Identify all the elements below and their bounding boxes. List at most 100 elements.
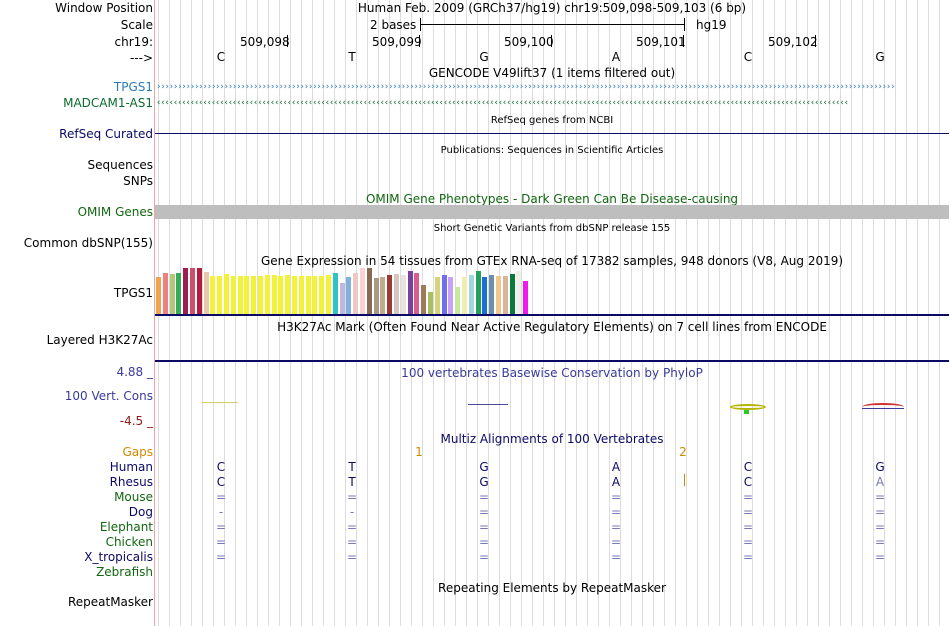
gtex-tissue-bar[interactable] (196, 268, 202, 314)
ruler-tick-label: 509,100 (504, 35, 554, 49)
gtex-tissue-bar[interactable] (176, 273, 182, 314)
alignment-base: G (875, 460, 885, 474)
gtex-tissue-bar[interactable] (339, 283, 345, 314)
gtex-tissue-bar[interactable] (489, 275, 495, 314)
track-label-snps[interactable]: SNPs (123, 174, 153, 188)
track-label-cons[interactable]: 100 Vert. Cons (64, 389, 153, 403)
track-label-sequences[interactable]: Sequences (87, 158, 153, 172)
grid-line (939, 0, 940, 626)
track-label-tpgs1[interactable]: TPGS1 (113, 80, 153, 94)
ref-base: G (479, 50, 489, 64)
gtex-tissue-bar[interactable] (224, 274, 229, 314)
track-label-repeatmasker[interactable]: RepeatMasker (67, 595, 153, 609)
gtex-tissue-bar[interactable] (217, 276, 223, 314)
gtex-tissue-bar[interactable] (366, 268, 372, 314)
gtex-tissue-bar[interactable] (190, 268, 195, 314)
alignment-base: = (215, 520, 227, 534)
gtex-tissue-bar[interactable] (326, 275, 331, 314)
gtex-tissue-bar[interactable] (285, 275, 291, 314)
ref-base: C (743, 50, 753, 64)
gtex-tissue-bar[interactable] (400, 275, 406, 314)
refseq-gene-line[interactable] (155, 133, 949, 134)
track-label-omim[interactable]: OMIM Genes (77, 205, 153, 219)
gtex-tissue-bar[interactable] (162, 273, 168, 314)
grid-line (774, 0, 775, 626)
gtex-tissue-bar[interactable] (462, 277, 467, 314)
gtex-tissue-bar[interactable] (210, 276, 216, 314)
gtex-tissue-bar[interactable] (305, 276, 311, 314)
alignment-base: = (610, 505, 622, 519)
gtex-tissue-bar[interactable] (156, 277, 161, 314)
gtex-tissue-bar[interactable] (516, 271, 522, 314)
alignment-base: = (742, 505, 754, 519)
omim-gene-bar[interactable] (155, 205, 949, 219)
alignment-base: C (743, 475, 753, 489)
alignment-base: = (478, 505, 490, 519)
ref-base: A (611, 50, 621, 64)
gtex-tissue-bar[interactable] (482, 277, 488, 314)
gtex-tissue-bar[interactable] (428, 292, 433, 314)
grid-line (697, 0, 698, 626)
gtex-tissue-bar[interactable] (380, 277, 386, 314)
gtex-tissue-bar[interactable] (244, 276, 250, 314)
gtex-tissue-bar[interactable] (475, 271, 481, 314)
alignment-base: - (349, 505, 355, 519)
gtex-tissue-bar[interactable] (203, 272, 209, 314)
grid-line (906, 0, 907, 626)
gtex-tissue-bar[interactable] (414, 273, 420, 314)
gtex-tissue-bar[interactable] (312, 276, 318, 314)
gtex-tissue-bar[interactable] (237, 276, 243, 314)
gtex-tissue-bar[interactable] (278, 276, 284, 314)
grid-line (653, 0, 654, 626)
gtex-tissue-bar[interactable] (183, 268, 189, 314)
gtex-tissue-bar[interactable] (292, 276, 297, 314)
gtex-tissue-bar[interactable] (434, 277, 440, 314)
window-position-label: Window Position (55, 1, 153, 15)
gene-tpgs1[interactable]: ››››››››››››››››››››››››››››››››››››››››… (156, 82, 895, 92)
alignment-base: A (611, 460, 621, 474)
gtex-tissue-bar[interactable] (298, 276, 304, 314)
gtex-tissue-bar[interactable] (319, 276, 325, 314)
gtex-tissue-bar[interactable] (251, 276, 257, 314)
track-label-dbsnp[interactable]: Common dbSNP(155) (23, 236, 153, 250)
label-divider (154, 0, 155, 626)
gtex-tissue-bar[interactable] (496, 276, 501, 314)
track-label-h3k27ac[interactable]: Layered H3K27Ac (46, 333, 153, 347)
grid-line (664, 0, 665, 626)
gtex-tissue-bar[interactable] (332, 273, 338, 314)
gtex-tissue-bar[interactable] (394, 274, 399, 314)
gtex-tissue-bar[interactable] (448, 277, 454, 314)
gtex-tissue-bar[interactable] (468, 275, 474, 314)
gtex-tissue-bar[interactable] (421, 285, 427, 314)
grid-line (763, 0, 764, 626)
gtex-tissue-bar[interactable] (169, 274, 175, 314)
gtex-tissue-bar[interactable] (523, 281, 529, 314)
cons-ymin-label: -4.5 _ (119, 414, 153, 428)
gtex-tissue-bar[interactable] (509, 274, 515, 314)
species-label-elephant: Elephant (99, 520, 153, 534)
alignment-base: = (478, 550, 490, 564)
track-label-madcam1-as1[interactable]: MADCAM1-AS1 (63, 96, 153, 110)
gtex-tissue-bar[interactable] (360, 268, 365, 314)
gtex-tissue-bar[interactable] (407, 271, 413, 314)
alignment-base: = (742, 490, 754, 504)
gtex-tissue-bar[interactable] (258, 276, 263, 314)
gtex-tissue-bar[interactable] (455, 287, 461, 314)
gtex-tissue-bar[interactable] (373, 278, 379, 314)
gtex-tissue-bar[interactable] (441, 275, 447, 314)
alignment-base: C (216, 460, 226, 474)
gtex-tissue-bar[interactable] (387, 275, 393, 314)
alignment-base: = (610, 550, 622, 564)
gtex-tissue-bar[interactable] (230, 276, 236, 314)
gtex-tissue-bar[interactable] (353, 273, 359, 314)
gtex-tissue-bar[interactable] (346, 277, 352, 314)
scale-bar-text: 2 bases (370, 18, 417, 32)
gtex-tissue-bar[interactable] (271, 275, 277, 314)
track-label-gtex[interactable]: TPGS1 (113, 286, 153, 300)
gtex-track-title: Gene Expression in 54 tissues from GTEx … (260, 254, 844, 268)
gene-madcam1-as1[interactable]: ‹‹‹‹‹‹‹‹‹‹‹‹‹‹‹‹‹‹‹‹‹‹‹‹‹‹‹‹‹‹‹‹‹‹‹‹‹‹‹‹… (156, 98, 849, 108)
alignment-base: = (874, 550, 886, 564)
gtex-tissue-bar[interactable] (264, 275, 270, 314)
gtex-tissue-bar[interactable] (502, 276, 508, 314)
track-label-refseq[interactable]: RefSeq Curated (59, 127, 153, 141)
